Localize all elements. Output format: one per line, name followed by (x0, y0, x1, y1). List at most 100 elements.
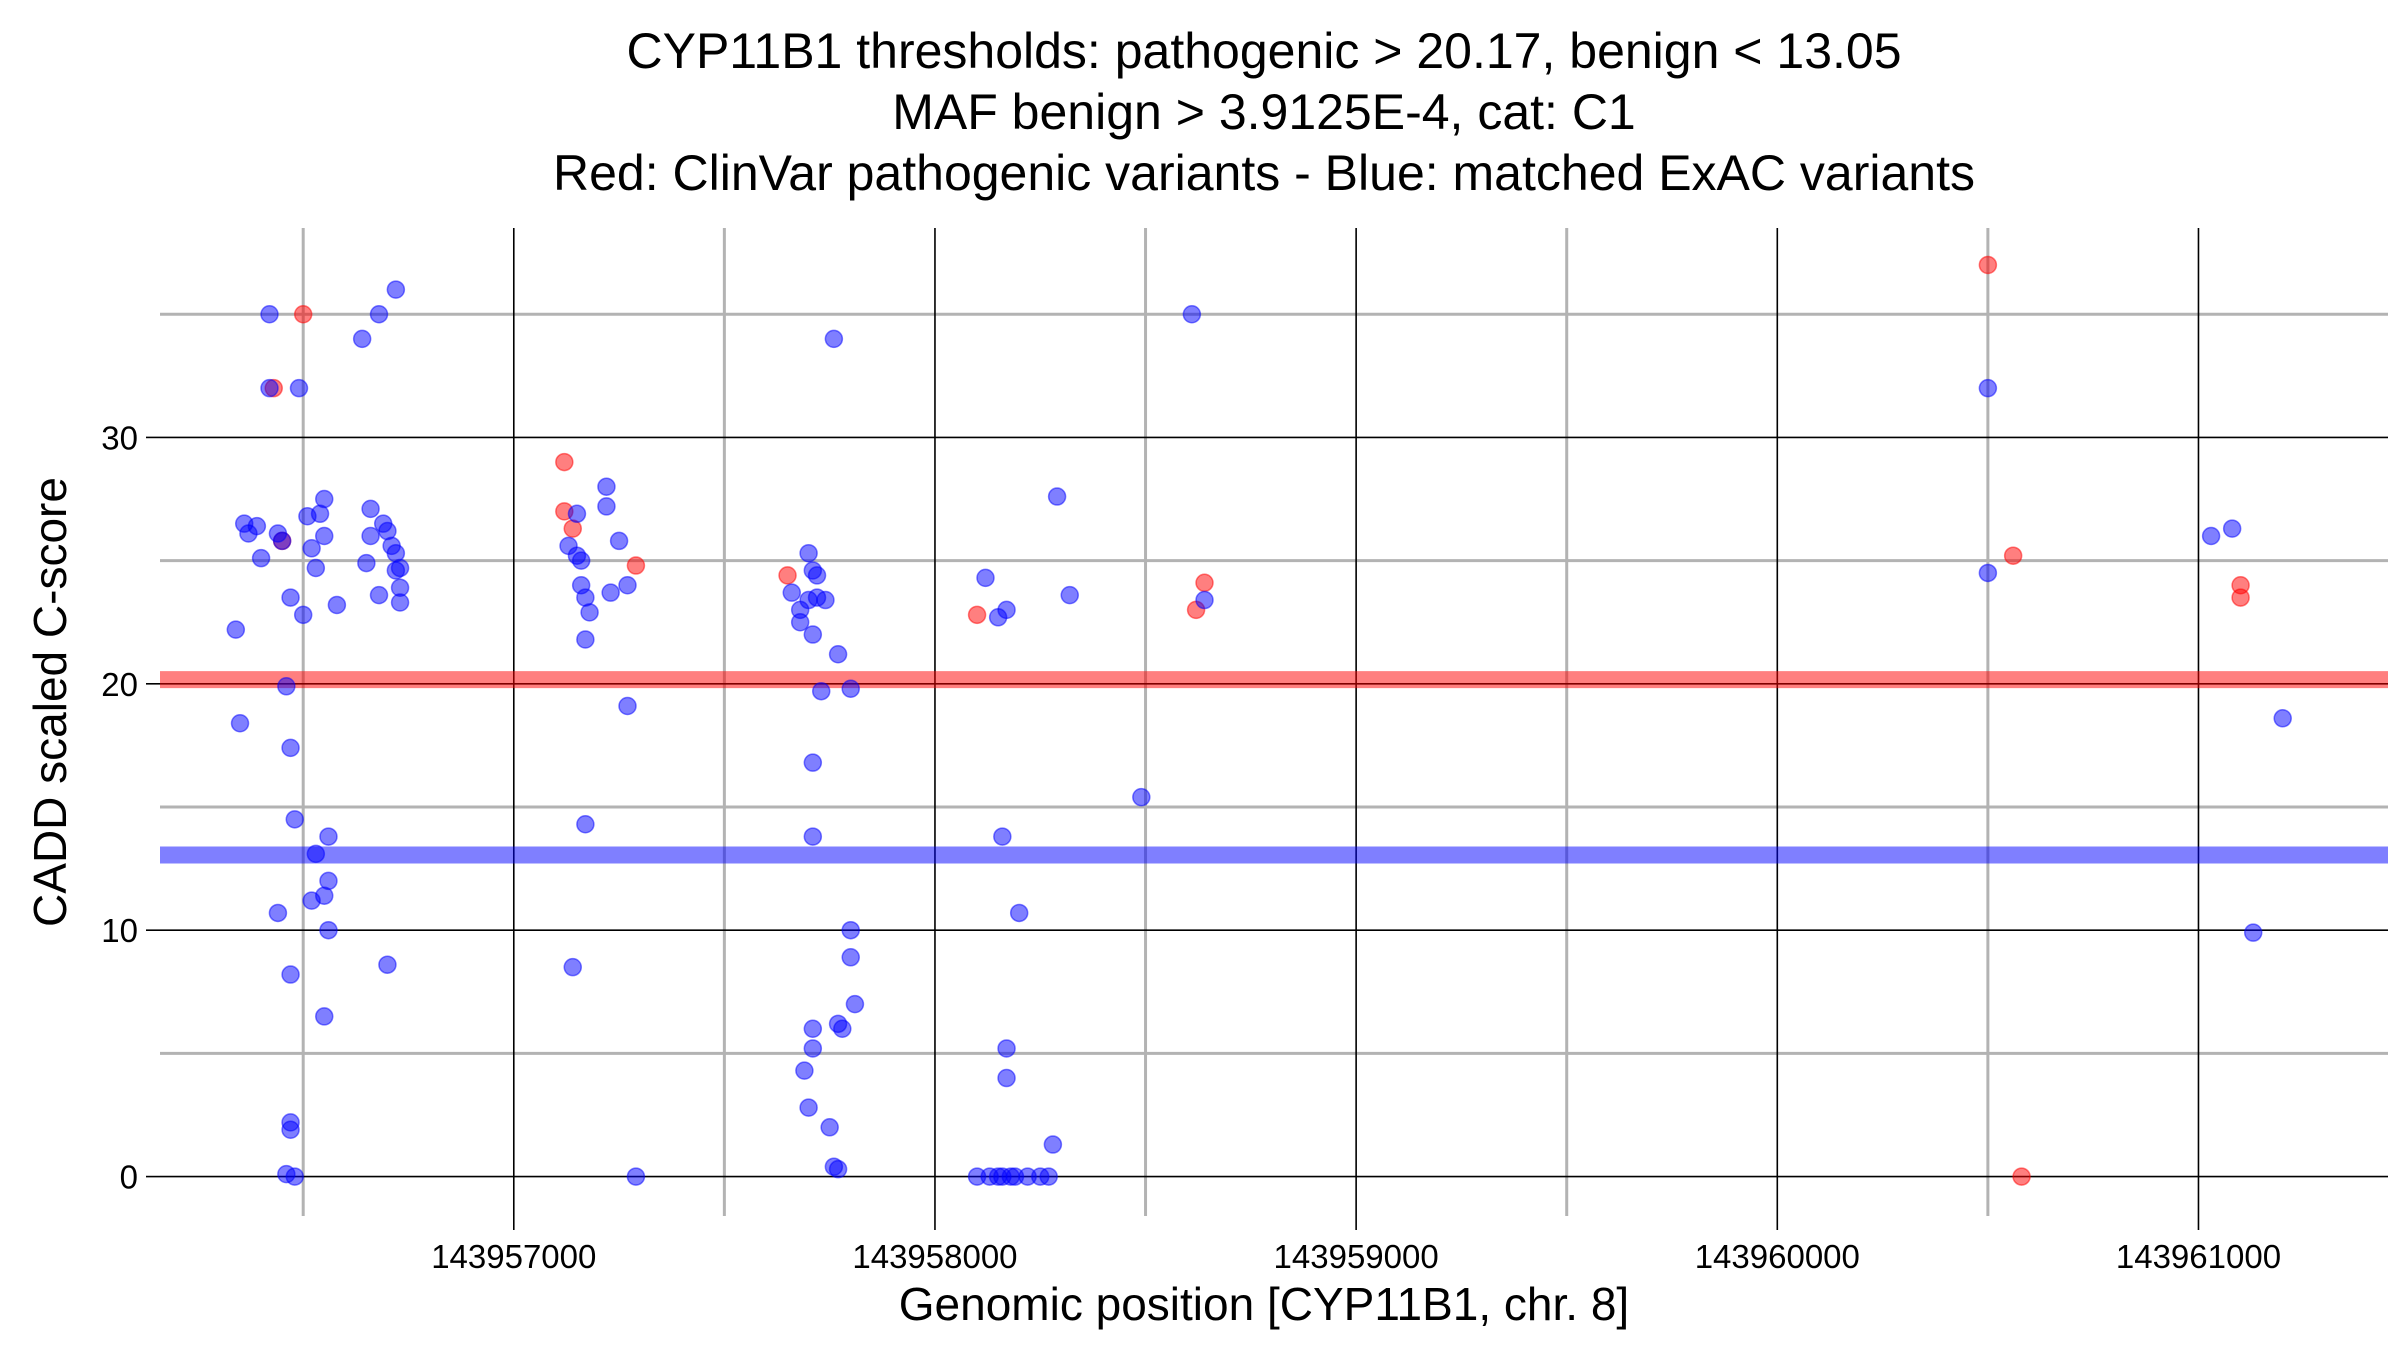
benign-variant-point (1182, 304, 1202, 324)
benign-variant-point (390, 593, 410, 612)
benign-variant-point (828, 644, 848, 664)
benign-variant-point (841, 920, 860, 940)
pathogenic-variant-point (967, 605, 987, 625)
benign-variant-point (782, 583, 802, 602)
benign-variant-point (327, 595, 347, 615)
benign-variant-point (790, 612, 810, 632)
benign-variant-point (828, 1159, 848, 1179)
benign-variant-point (1047, 487, 1067, 506)
benign-variant-point (268, 903, 288, 923)
benign-variant-point (1978, 563, 1998, 583)
y-axis-label: CADD scaled C-score (24, 477, 76, 927)
benign-variant-point (601, 583, 620, 602)
benign-variant-point (281, 738, 300, 758)
pathogenic-variant-point (2012, 1167, 2031, 1186)
benign-variant-point (626, 1167, 646, 1186)
benign-variant-point (1132, 787, 1151, 807)
benign-variant-point (618, 696, 637, 716)
benign-variant-point (803, 625, 823, 644)
benign-variant-point (2201, 526, 2221, 546)
benign-variant-point (302, 539, 321, 558)
benign-variant-point (803, 753, 823, 772)
benign-variant-point (803, 1019, 823, 1038)
benign-variant-point (386, 280, 406, 299)
benign-variant-point (251, 548, 271, 568)
pathogenic-variant-point (778, 566, 797, 585)
benign-variant-point (2273, 709, 2292, 728)
benign-variant-point (315, 526, 334, 546)
benign-variant-point (597, 497, 616, 516)
benign-variant-point (816, 590, 835, 610)
pathogenic-variant-point (555, 452, 574, 472)
benign-variant-point (357, 553, 376, 573)
x-tick-label: 143958000 (852, 1238, 1017, 1275)
benign-variant-point (277, 677, 296, 696)
benign-variant-point (609, 531, 629, 551)
benign-variant-point (226, 620, 246, 639)
pathogenic-variant-point (2231, 588, 2250, 607)
benign-variant-point (997, 1039, 1016, 1058)
benign-variant-point (820, 1118, 839, 1137)
x-tick-label: 143961000 (2116, 1238, 2281, 1275)
x-tick-label: 143957000 (431, 1238, 596, 1275)
benign-variant-point (281, 1120, 300, 1140)
benign-variant-point (993, 827, 1012, 846)
benign-variant-point (2222, 519, 2242, 538)
benign-variant-point (315, 1007, 334, 1026)
benign-variant-point (618, 576, 637, 595)
benign-variant-point (841, 948, 860, 967)
benign-variant-point (803, 827, 823, 846)
benign-variant-point (2243, 923, 2263, 942)
benign-variant-point (319, 920, 338, 940)
benign-variant-point (285, 810, 305, 829)
title-line-2: MAF benign > 3.9125E-4, cat: C1 (892, 84, 1635, 140)
benign-variant-point (306, 844, 326, 864)
benign-variant-point (1009, 903, 1029, 923)
benign-variant-point (799, 1098, 818, 1117)
benign-variant-point (997, 1068, 1016, 1088)
pathogenic-variant-point (1978, 255, 1998, 275)
grid (160, 228, 2388, 1216)
benign-variant-point (811, 681, 831, 701)
benign-variant-point (799, 543, 818, 563)
benign-variant-point (378, 955, 397, 974)
x-tick-label: 143960000 (1695, 1238, 1860, 1275)
benign-variant-point (369, 585, 389, 605)
benign-variant-point (1060, 585, 1079, 605)
benign-variant-point (997, 600, 1016, 620)
benign-variant-point (567, 504, 587, 524)
y-tick-label: 20 (101, 666, 138, 703)
x-axis: 143957000 143958000 143959000 143960000 1439… (431, 1216, 2281, 1275)
benign-variant-point (563, 957, 582, 977)
benign-variant-point (281, 588, 300, 607)
benign-variant-point (260, 304, 279, 324)
y-axis: 0 10 20 30 (101, 419, 160, 1196)
benign-variant-point (369, 304, 389, 324)
benign-variant-point (319, 827, 338, 846)
benign-variant-point (230, 713, 250, 733)
benign-variant-point (571, 551, 591, 570)
benign-variant-point (807, 566, 827, 585)
benign-variant-point (1978, 378, 1998, 398)
benign-variant-point (247, 516, 267, 536)
benign-variant-point (361, 526, 380, 546)
benign-variant-point (795, 1061, 814, 1080)
x-tick-label: 143959000 (1274, 1238, 1439, 1275)
benign-variant-point (597, 477, 616, 496)
pathogenic-variant-point (293, 304, 313, 324)
pathogenic-variant-point (1195, 573, 1214, 593)
benign-variant-point (272, 531, 292, 551)
benign-variant-point (833, 1019, 852, 1038)
benign-variant-point (285, 1167, 305, 1186)
benign-variant-point (306, 558, 326, 578)
pathogenic-variant-point (626, 556, 646, 575)
benign-variant-point (824, 329, 844, 349)
benign-variant-point (580, 603, 599, 622)
benign-variant-point (803, 1039, 823, 1058)
benign-variant-point (319, 871, 338, 891)
y-tick-label: 0 (120, 1159, 138, 1196)
benign-variant-point (260, 378, 279, 398)
data-points (226, 255, 2292, 1186)
